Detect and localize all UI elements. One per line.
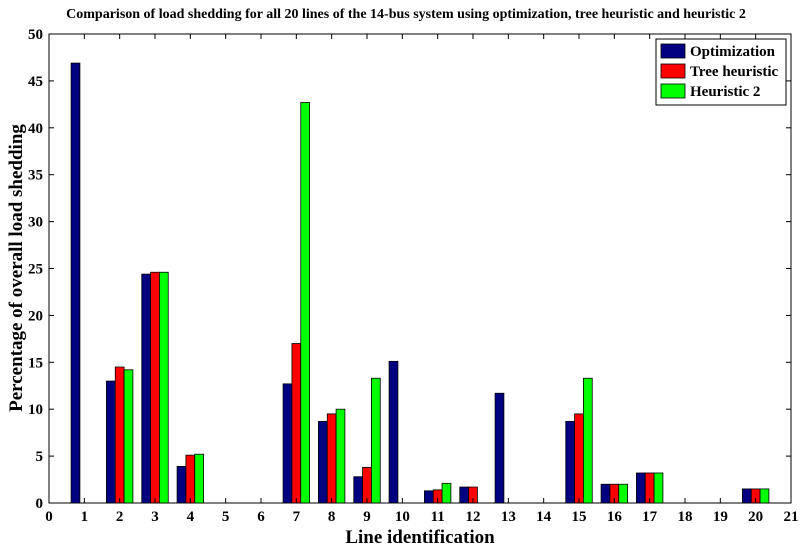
bar-heuristic-2-line-16 bbox=[618, 483, 628, 504]
bars-group bbox=[70, 62, 770, 504]
y-tick-label: 10 bbox=[28, 402, 43, 418]
bar-optimization-line-8 bbox=[318, 420, 328, 504]
x-tick-label: 5 bbox=[222, 509, 230, 525]
x-tick-label: 4 bbox=[187, 509, 195, 525]
y-tick-label: 0 bbox=[36, 496, 44, 512]
bar-optimization-line-13 bbox=[494, 392, 505, 504]
legend: Optimization Tree heuristic Heuristic 2 bbox=[655, 38, 787, 106]
y-tick-label: 25 bbox=[28, 262, 43, 278]
legend-label: Optimization bbox=[690, 44, 776, 60]
x-tick-label: 21 bbox=[784, 509, 799, 525]
bar-tree-heuristic-line-4 bbox=[185, 454, 196, 504]
x-tick-label: 0 bbox=[45, 509, 53, 525]
x-axis-label: Line identification bbox=[345, 527, 495, 548]
bar-tree-heuristic-line-2 bbox=[114, 366, 125, 504]
bar-heuristic-2-line-3 bbox=[159, 271, 169, 504]
bar-heuristic-2-line-20 bbox=[759, 488, 770, 504]
x-tick-label: 9 bbox=[363, 509, 371, 525]
x-tick-label: 8 bbox=[328, 509, 336, 525]
legend-label: Tree heuristic bbox=[690, 64, 779, 80]
bar-tree-heuristic-line-9 bbox=[362, 466, 372, 504]
x-tick-label: 12 bbox=[466, 509, 481, 525]
y-tick-label: 5 bbox=[36, 449, 44, 465]
bar-heuristic-2-line-17 bbox=[653, 472, 664, 504]
x-tick-label: 14 bbox=[536, 509, 552, 525]
bar-optimization-line-10 bbox=[388, 360, 399, 504]
bar-optimization-line-4 bbox=[176, 466, 187, 504]
bar-heuristic-2-line-2 bbox=[123, 369, 134, 504]
y-axis-label: Percentage of overall load shedding bbox=[6, 124, 27, 412]
bar-heuristic-2-line-8 bbox=[335, 408, 346, 504]
bar-optimization-line-11 bbox=[424, 490, 434, 504]
y-tick-label: 15 bbox=[28, 355, 43, 371]
legend-swatch bbox=[660, 83, 686, 99]
bar-optimization-line-12 bbox=[459, 486, 469, 504]
x-tick-label: 7 bbox=[293, 509, 301, 525]
bar-optimization-line-17 bbox=[636, 472, 646, 504]
bar-heuristic-2-line-15 bbox=[583, 377, 593, 504]
x-tick-label: 15 bbox=[572, 509, 587, 525]
y-tick-label: 45 bbox=[28, 74, 43, 90]
bar-optimization-line-7 bbox=[282, 383, 293, 504]
y-tick-label: 50 bbox=[28, 27, 43, 43]
x-axis: 0 1 2 3 4 5 6 7 8 9 10 11 12 13 14 15 16 17 18 19 20 21 bbox=[45, 34, 799, 525]
x-tick-label: 20 bbox=[748, 509, 763, 525]
x-tick-label: 18 bbox=[678, 509, 693, 525]
bar-optimization-line-16 bbox=[600, 483, 611, 504]
bar-optimization-line-1 bbox=[70, 62, 81, 504]
bar-tree-heuristic-line-8 bbox=[326, 413, 337, 504]
y-tick-label: 40 bbox=[28, 121, 43, 137]
bar-tree-heuristic-line-7 bbox=[291, 343, 302, 504]
bar-tree-heuristic-line-15 bbox=[574, 413, 584, 504]
x-tick-label: 11 bbox=[431, 509, 445, 525]
y-axis: 0 5 10 15 20 25 30 35 40 45 50 bbox=[28, 27, 791, 512]
x-tick-label: 10 bbox=[395, 509, 410, 525]
x-tick-label: 3 bbox=[151, 509, 159, 525]
legend-swatch bbox=[660, 43, 686, 59]
bar-tree-heuristic-line-3 bbox=[150, 271, 160, 504]
legend-swatch bbox=[660, 63, 686, 79]
bar-optimization-line-3 bbox=[141, 273, 151, 504]
plot-area bbox=[48, 33, 792, 504]
x-tick-label: 2 bbox=[116, 509, 124, 525]
legend-label: Heuristic 2 bbox=[690, 84, 760, 100]
bar-heuristic-2-line-7 bbox=[300, 102, 310, 504]
chart-title: Comparison of load shedding for all 20 l… bbox=[66, 7, 746, 22]
y-tick-label: 30 bbox=[28, 215, 43, 231]
y-tick-label: 35 bbox=[28, 168, 43, 184]
x-tick-label: 16 bbox=[607, 509, 623, 525]
bar-optimization-line-9 bbox=[353, 476, 363, 504]
bar-heuristic-2-line-4 bbox=[194, 453, 204, 504]
x-tick-label: 1 bbox=[81, 509, 89, 525]
x-tick-label: 17 bbox=[642, 509, 658, 525]
x-tick-label: 13 bbox=[501, 509, 516, 525]
x-tick-label: 19 bbox=[713, 509, 728, 525]
bar-optimization-line-2 bbox=[106, 380, 116, 504]
bar-heuristic-2-line-11 bbox=[441, 482, 452, 504]
bar-heuristic-2-line-9 bbox=[371, 377, 381, 504]
x-tick-label: 6 bbox=[257, 509, 265, 525]
y-tick-label: 20 bbox=[28, 308, 43, 324]
bar-optimization-line-20 bbox=[742, 488, 752, 504]
bar-optimization-line-15 bbox=[565, 420, 575, 504]
